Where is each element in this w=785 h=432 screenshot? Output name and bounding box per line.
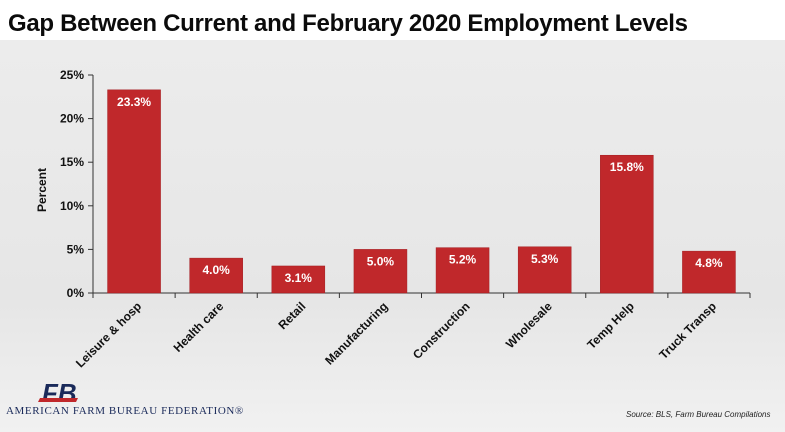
data-label: 4.0% bbox=[203, 263, 231, 277]
data-label: 4.8% bbox=[695, 256, 723, 270]
data-label: 23.3% bbox=[117, 95, 151, 109]
bar-retail bbox=[271, 265, 326, 294]
data-label: 5.0% bbox=[367, 254, 395, 268]
data-label: 15.8% bbox=[610, 160, 644, 174]
bar-health-care bbox=[189, 257, 243, 294]
bar-construction bbox=[435, 247, 490, 294]
bar-wholesale bbox=[517, 246, 572, 294]
title-bar: Gap Between Current and February 2020 Em… bbox=[0, 0, 785, 40]
category-label: Truck Transp bbox=[656, 299, 719, 362]
category-label: Health care bbox=[171, 299, 227, 355]
bar-temp-help bbox=[600, 154, 654, 294]
y-tick-label: 5% bbox=[67, 242, 85, 256]
y-tick-label: 15% bbox=[60, 155, 84, 169]
chart-bars bbox=[107, 89, 736, 294]
category-label: Wholesale bbox=[503, 299, 555, 351]
y-axis-label: Percent bbox=[35, 168, 49, 212]
farm-bureau-logo: FB bbox=[38, 380, 78, 406]
y-tick-label: 25% bbox=[60, 68, 84, 82]
y-tick-label: 0% bbox=[67, 286, 85, 300]
category-label: Manufacturing bbox=[322, 299, 390, 367]
y-tick-label: 10% bbox=[60, 199, 84, 213]
logo-lettering: FB bbox=[42, 380, 77, 406]
category-label: Construction bbox=[410, 299, 473, 362]
data-label: 5.2% bbox=[449, 253, 477, 267]
organization-name: AMERICAN FARM BUREAU FEDERATION® bbox=[6, 405, 244, 417]
source-note: Source: BLS, Farm Bureau Compilations bbox=[626, 410, 771, 419]
data-label: 3.1% bbox=[285, 271, 313, 285]
chart-title: Gap Between Current and February 2020 Em… bbox=[8, 10, 688, 37]
bar-leisure-hosp bbox=[107, 89, 161, 294]
y-tick-label: 20% bbox=[60, 112, 84, 126]
category-label: Retail bbox=[275, 299, 308, 332]
data-label: 5.3% bbox=[531, 252, 559, 266]
bar-manufacturing bbox=[353, 249, 408, 294]
category-label: Leisure & hosp bbox=[73, 299, 144, 370]
category-label: Temp Help bbox=[584, 299, 637, 352]
bar-truck-transp bbox=[682, 250, 736, 294]
